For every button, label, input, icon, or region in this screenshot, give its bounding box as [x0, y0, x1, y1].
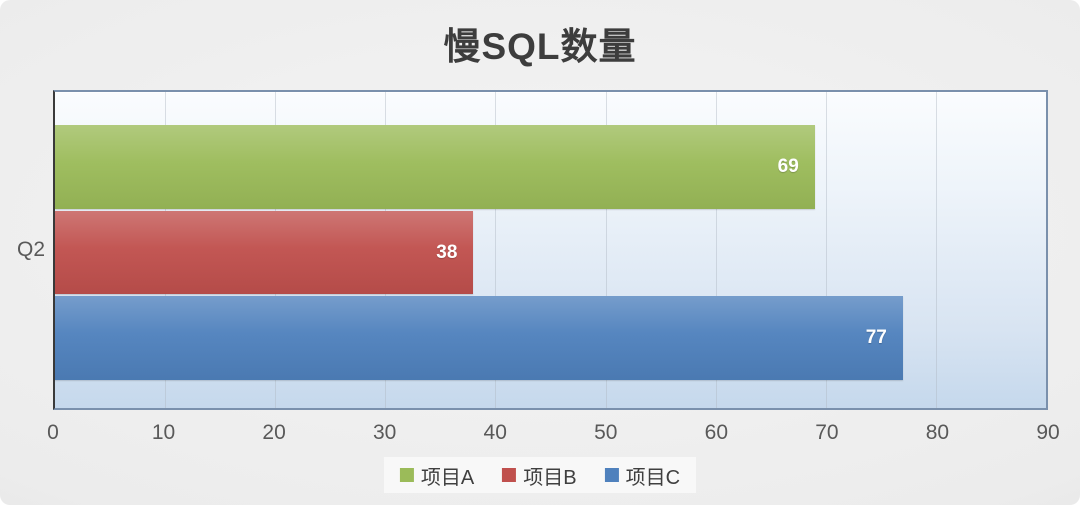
- x-tick-label-50: 50: [594, 421, 618, 444]
- legend-swatch-icon: [604, 468, 619, 482]
- x-tick-label-70: 70: [815, 421, 839, 444]
- x-tick-label-60: 60: [704, 421, 729, 444]
- legend-item-2: 项目C: [604, 461, 681, 490]
- x-tick-label-80: 80: [925, 421, 950, 444]
- legend-swatch-icon: [502, 468, 517, 482]
- legend-label: 项目B: [523, 466, 577, 489]
- bar-value-label: 38: [436, 241, 458, 263]
- bar-value-label: 77: [865, 327, 887, 349]
- plot-area: 69 38 77: [53, 90, 1048, 410]
- gridline-70: [825, 92, 827, 408]
- x-tick-label-90: 90: [1036, 421, 1060, 444]
- y-axis-category-label: Q2: [16, 238, 45, 261]
- legend-label: 项目C: [625, 466, 681, 489]
- bar-1: 38: [55, 210, 474, 295]
- gridline-80: [935, 92, 937, 408]
- x-axis-tick-labels: 0 10 20 30 40 50 60 70 80 90: [47, 421, 1060, 449]
- legend-label: 项目A: [420, 466, 475, 489]
- bar-0: 69: [55, 125, 815, 209]
- legend-item-0: 项目A: [399, 461, 475, 490]
- bar-group: 69 38 77: [55, 125, 1046, 381]
- x-tick-label-40: 40: [483, 421, 507, 444]
- chart-title: 慢SQL数量: [443, 26, 637, 67]
- gridline-50: [605, 92, 607, 408]
- gridline-40: [495, 92, 497, 408]
- bar-2: 77: [55, 296, 903, 381]
- x-tick-label-0: 0: [47, 421, 59, 444]
- bar-value-label: 69: [777, 155, 799, 177]
- legend: 项目A 项目B 项目C: [383, 457, 697, 493]
- x-tick-label-20: 20: [262, 421, 286, 444]
- x-tick-label-30: 30: [372, 421, 397, 444]
- gridline-60: [715, 92, 717, 408]
- legend-item-1: 项目B: [502, 461, 577, 490]
- x-tick-label-10: 10: [151, 421, 176, 444]
- legend-swatch-icon: [399, 468, 414, 482]
